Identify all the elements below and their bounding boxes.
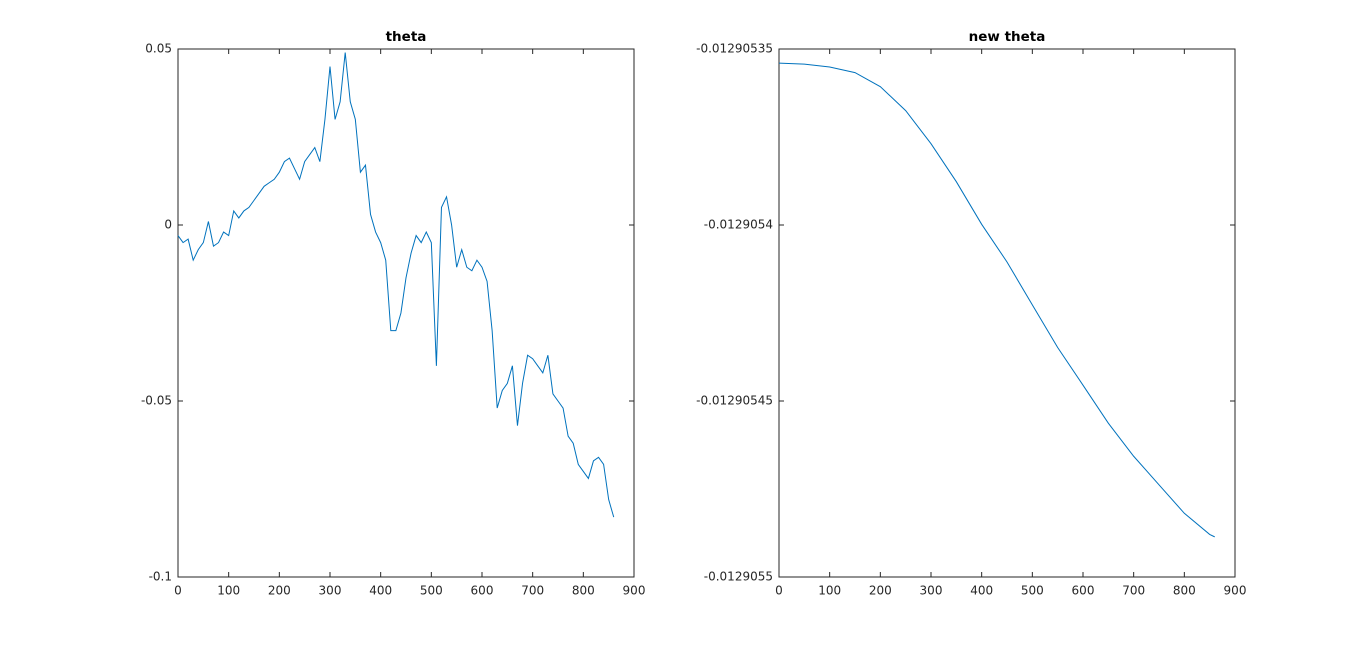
x-tick-label: 200 [268, 584, 291, 598]
x-tick-label: 800 [572, 584, 595, 598]
x-tick-label: 0 [174, 584, 182, 598]
y-tick-label: -0.01290535 [696, 42, 773, 56]
x-tick-label: 0 [775, 584, 783, 598]
x-tick-label: 800 [1173, 584, 1196, 598]
y-tick-label: 0 [164, 218, 172, 232]
y-tick-label: 0.05 [145, 42, 172, 56]
x-tick-label: 900 [623, 584, 646, 598]
x-tick-label: 200 [869, 584, 892, 598]
x-tick-label: 500 [1021, 584, 1044, 598]
y-tick-label: -0.05 [141, 394, 172, 408]
data-line [778, 62, 1215, 538]
y-tick-label: -0.01290545 [696, 394, 773, 408]
axes-box [177, 48, 635, 578]
x-tick-label: 100 [217, 584, 240, 598]
x-tick-label: 700 [1122, 584, 1145, 598]
x-tick-label: 300 [319, 584, 342, 598]
x-tick-label: 600 [1072, 584, 1095, 598]
chart-title: new theta [969, 29, 1046, 45]
chart-title: theta [386, 29, 427, 45]
y-tick-label: -0.1 [149, 570, 172, 584]
x-tick-label: 500 [420, 584, 443, 598]
y-tick-label: -0.0129055 [704, 570, 773, 584]
x-tick-label: 900 [1224, 584, 1247, 598]
x-tick-label: 700 [521, 584, 544, 598]
data-line [177, 52, 615, 518]
axes-box [778, 48, 1236, 578]
y-tick-label: -0.0129054 [704, 218, 773, 232]
x-tick-label: 600 [471, 584, 494, 598]
x-tick-label: 400 [369, 584, 392, 598]
x-tick-label: 100 [818, 584, 841, 598]
x-tick-label: 300 [920, 584, 943, 598]
x-tick-label: 400 [970, 584, 993, 598]
